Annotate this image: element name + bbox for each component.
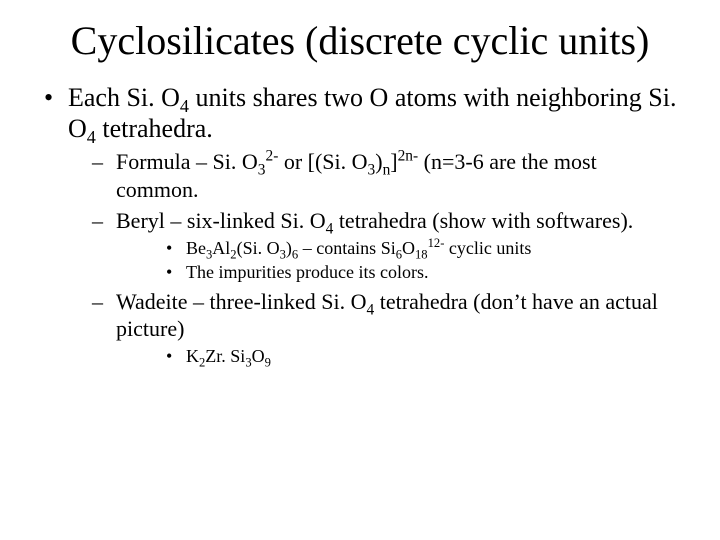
superscript: 12- [428, 236, 445, 250]
text: Wadeite – three-linked Si. O [116, 289, 367, 314]
subscript: 18 [415, 247, 428, 261]
slide: Cyclosilicates (discrete cyclic units) E… [0, 0, 720, 540]
superscript: 2n- [398, 148, 419, 165]
text: Formula – Si. O [116, 149, 258, 174]
bullet-item-2b: Beryl – six-linked Si. O4 tetrahedra (sh… [68, 207, 680, 284]
bullet-item-1: Each Si. O4 units shares two O atoms wit… [40, 82, 680, 367]
bullet-item-2c: Wadeite – three-linked Si. O4 tetrahedra… [68, 288, 680, 368]
text: or [(Si. O [278, 149, 367, 174]
bullet-item-2a: Formula – Si. O32- or [(Si. O3)n]2n- (n=… [68, 148, 680, 203]
bullet-item-3c: K2Zr. Si3O9 [116, 345, 680, 368]
text: (Si. O [237, 238, 280, 258]
subscript: 3 [258, 162, 266, 179]
bullet-list-level3: K2Zr. Si3O9 [116, 345, 680, 368]
slide-title: Cyclosilicates (discrete cyclic units) [40, 18, 680, 64]
text: cyclic units [444, 238, 531, 258]
subscript: 9 [265, 355, 271, 369]
text: tetrahedra (show with softwares). [333, 208, 633, 233]
text: Zr. Si [205, 346, 245, 366]
text: Beryl – six-linked Si. O [116, 208, 326, 233]
text: O [252, 346, 265, 366]
text: K [186, 346, 199, 366]
text: tetrahedra. [96, 114, 213, 143]
bullet-list-level2: Formula – Si. O32- or [(Si. O3)n]2n- (n=… [68, 148, 680, 367]
bullet-list-level3: Be3Al2(Si. O3)6 – contains Si6O1812- cyc… [116, 237, 680, 284]
text: Al [212, 238, 230, 258]
text: Each Si. O [68, 83, 180, 112]
text: Be [186, 238, 206, 258]
text: – contains Si [298, 238, 396, 258]
subscript: 4 [87, 127, 96, 147]
bullet-item-3a: Be3Al2(Si. O3)6 – contains Si6O1812- cyc… [116, 237, 680, 260]
text: The impurities produce its colors. [186, 262, 428, 282]
text: O [402, 238, 415, 258]
bullet-item-3b: The impurities produce its colors. [116, 261, 680, 284]
bullet-list-level1: Each Si. O4 units shares two O atoms wit… [40, 82, 680, 367]
text: ] [390, 149, 397, 174]
text: ) [375, 149, 382, 174]
superscript: 2- [266, 148, 279, 165]
